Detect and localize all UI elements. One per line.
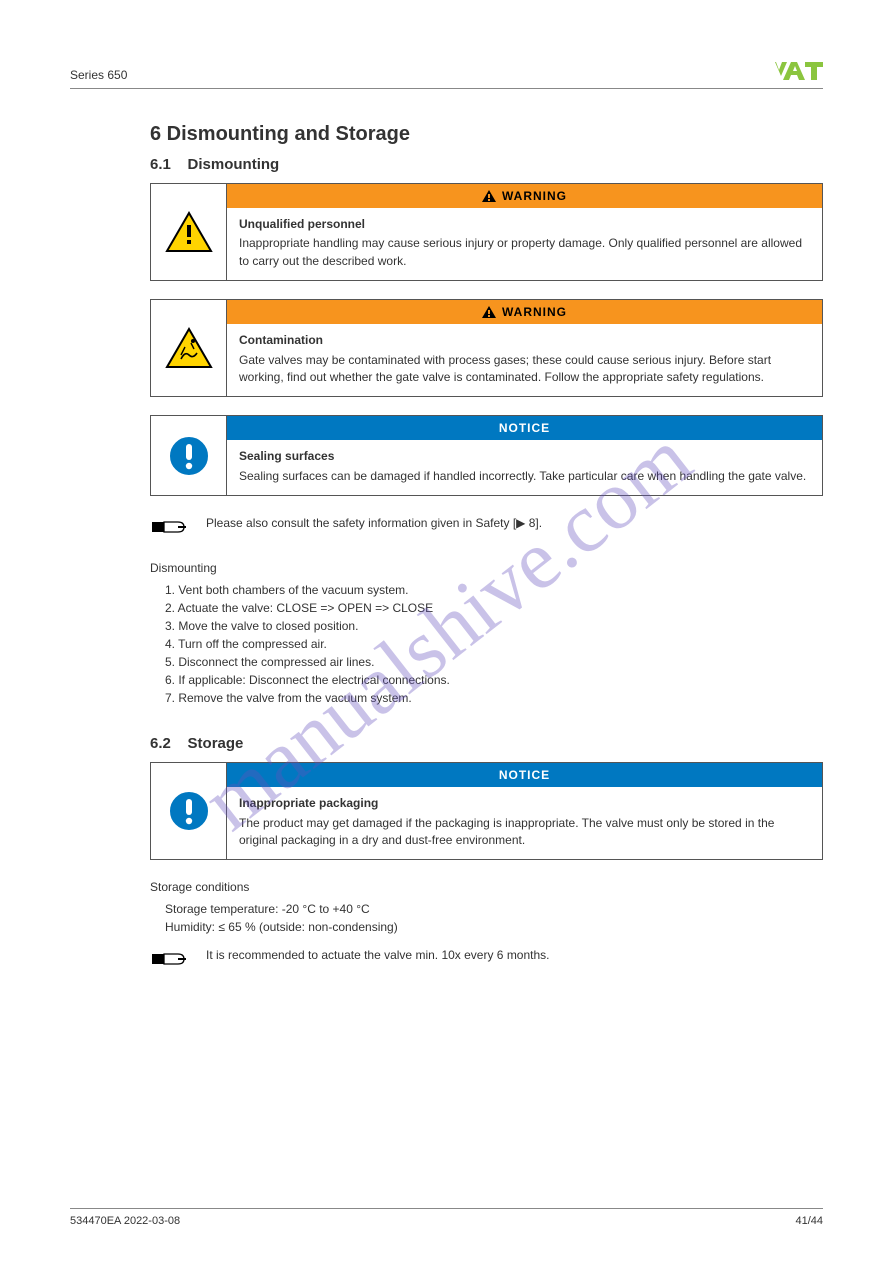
warning-box-contamination: WARNING Contamination Gate valves may be… [150, 299, 823, 397]
storage-label: Storage conditions [150, 878, 823, 896]
pointing-hand-icon [150, 514, 206, 545]
pointing-hand-icon [150, 946, 206, 977]
notice-text: The product may get damaged if the packa… [239, 816, 774, 847]
step: 6. If applicable: Disconnect the electri… [165, 671, 823, 689]
steps-label: Dismounting [150, 559, 823, 577]
warning-triangle-icon [151, 184, 227, 280]
warning-bar-label: WARNING [502, 189, 567, 203]
subsection-storage: 6.2 Storage [150, 735, 823, 752]
brand-logo [765, 60, 823, 82]
step: 4. Turn off the compressed air. [165, 635, 823, 653]
warning-lead: Contamination [239, 332, 810, 349]
notice-bar-label: NOTICE [499, 768, 550, 782]
page-header: Series 650 [70, 60, 823, 89]
notice-box-packaging: NOTICE Inappropriate packaging The produ… [150, 762, 823, 860]
step: 3. Move the valve to closed position. [165, 617, 823, 635]
notice-text: Sealing surfaces can be damaged if handl… [239, 469, 806, 483]
notice-lead: Inappropriate packaging [239, 795, 810, 812]
mandatory-icon [151, 416, 227, 495]
subsection-number: 6.1 [150, 156, 171, 173]
alert-icon [482, 306, 496, 318]
warning-body: Contamination Gate valves may be contami… [227, 324, 822, 396]
footer-page: 41/44 [795, 1215, 823, 1227]
storage-line: Storage temperature: -20 °C to +40 °C [165, 900, 823, 918]
notice-box-sealing: NOTICE Sealing surfaces Sealing surfaces… [150, 415, 823, 496]
step: 7. Remove the valve from the vacuum syst… [165, 689, 823, 707]
storage-conditions: Storage conditions Storage temperature: … [165, 878, 823, 936]
step: 2. Actuate the valve: CLOSE => OPEN => C… [165, 599, 823, 617]
notice-lead: Sealing surfaces [239, 448, 810, 465]
subsection-title: Storage [188, 735, 244, 752]
note-text: It is recommended to actuate the valve m… [206, 946, 823, 964]
step: 5. Disconnect the compressed air lines. [165, 653, 823, 671]
warning-bar-label: WARNING [502, 305, 567, 319]
notice-titlebar: NOTICE [227, 416, 822, 440]
footer-docref: 534470EA 2022-03-08 [70, 1215, 180, 1227]
notice-titlebar: NOTICE [227, 763, 822, 787]
subsection-title: Dismounting [188, 156, 280, 173]
warning-titlebar: WARNING [227, 300, 822, 324]
subsection-number: 6.2 [150, 735, 171, 752]
warning-lead: Unqualified personnel [239, 216, 810, 233]
warning-box-personnel: WARNING Unqualified personnel Inappropri… [150, 183, 823, 281]
warning-text: Inappropriate handling may cause serious… [239, 236, 802, 267]
storage-line: Humidity: ≤ 65 % (outside: non-condensin… [165, 918, 823, 936]
subsection-dismounting: 6.1 Dismounting [150, 156, 823, 173]
notice-body: Inappropriate packaging The product may … [227, 787, 822, 859]
note-actuate: It is recommended to actuate the valve m… [150, 946, 823, 977]
warning-body: Unqualified personnel Inappropriate hand… [227, 208, 822, 280]
page-footer: 534470EA 2022-03-08 41/44 [70, 1208, 823, 1227]
note-safety-ref: Please also consult the safety informati… [150, 514, 823, 545]
mandatory-icon [151, 763, 227, 859]
doc-title: Series 650 [70, 68, 127, 82]
alert-icon [482, 190, 496, 202]
dismounting-steps: Dismounting 1. Vent both chambers of the… [165, 559, 823, 707]
step: 1. Vent both chambers of the vacuum syst… [165, 581, 823, 599]
section-heading: 6 Dismounting and Storage [150, 123, 823, 146]
contamination-icon [151, 300, 227, 396]
warning-titlebar: WARNING [227, 184, 822, 208]
notice-body: Sealing surfaces Sealing surfaces can be… [227, 440, 822, 495]
note-text: Please also consult the safety informati… [206, 514, 823, 532]
notice-bar-label: NOTICE [499, 421, 550, 435]
warning-text: Gate valves may be contaminated with pro… [239, 353, 771, 384]
